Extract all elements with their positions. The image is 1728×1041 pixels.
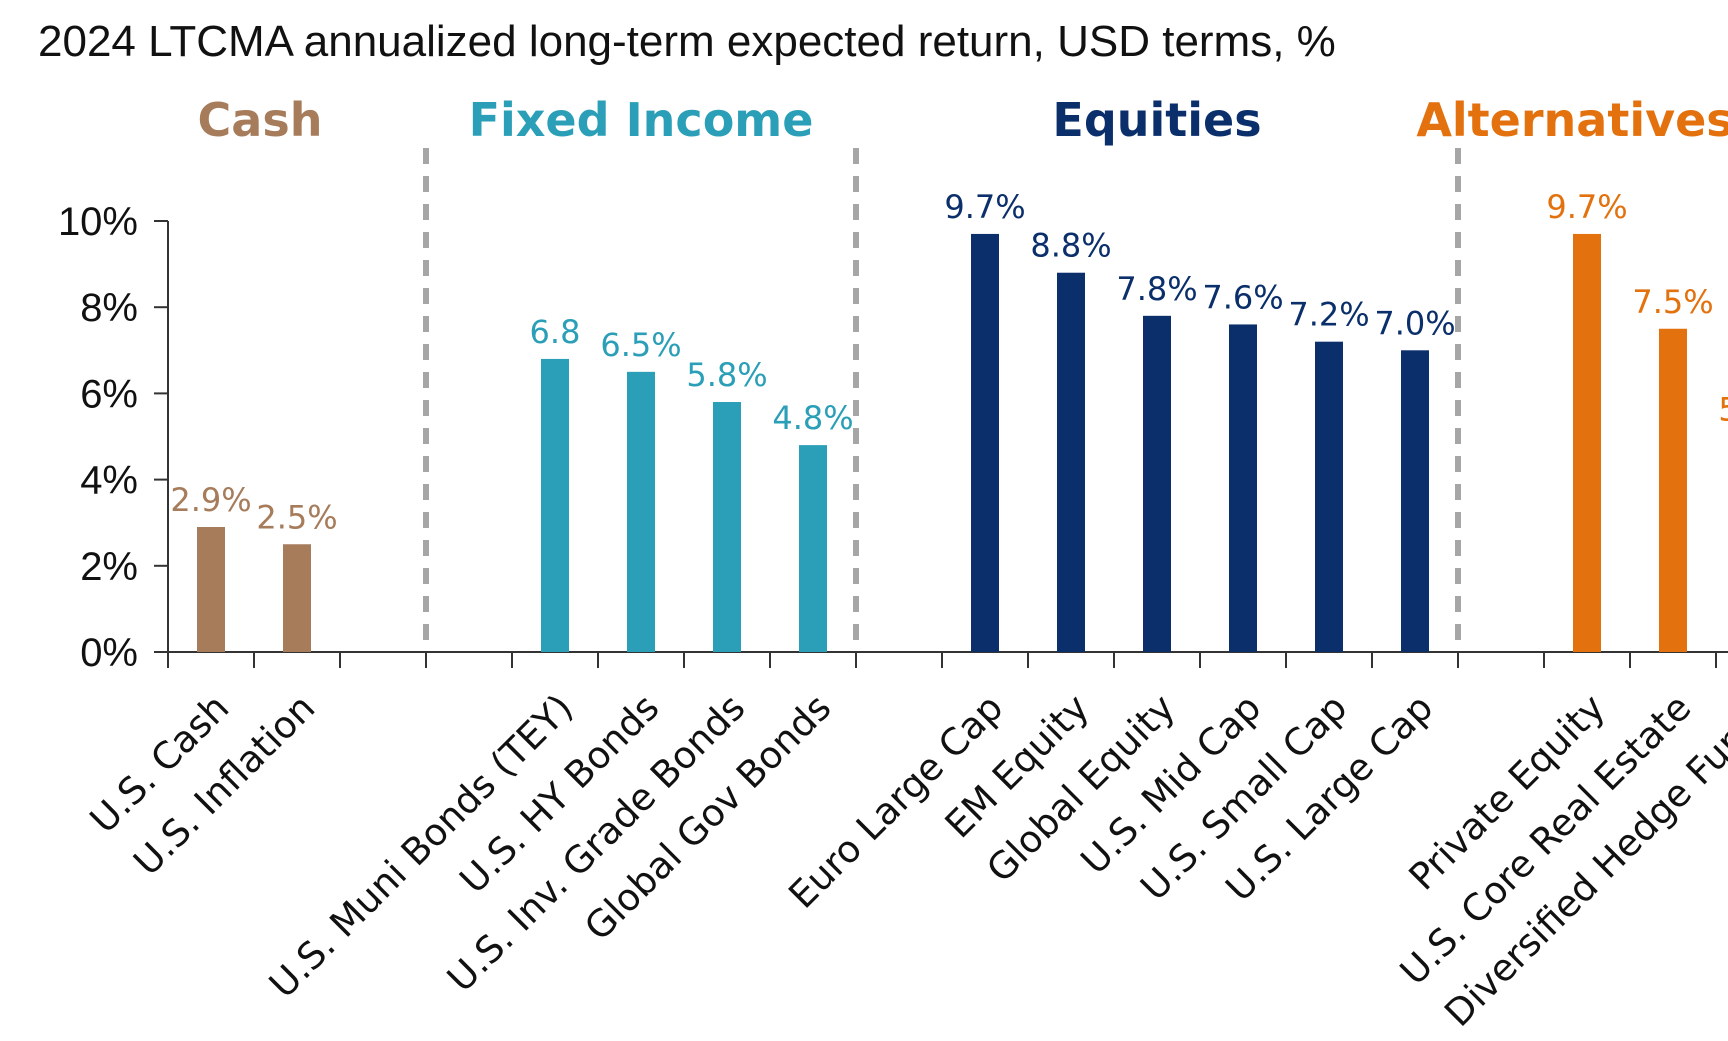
bar-u-s-inflation xyxy=(283,544,311,652)
y-tick-label: 10% xyxy=(58,200,138,244)
axis-layer xyxy=(154,220,1728,668)
data-label: 4.8% xyxy=(772,399,853,437)
data-label: 9.7% xyxy=(1546,188,1627,226)
bar-euro-large-cap xyxy=(971,233,999,652)
y-tick-label: 4% xyxy=(80,459,138,503)
bar-global-gov-bonds xyxy=(799,445,827,652)
group-header-cash: Cash xyxy=(198,93,323,147)
data-label: 6.5% xyxy=(600,326,681,364)
bar-private-equity xyxy=(1573,233,1601,652)
data-label: 8.8% xyxy=(1030,227,1111,265)
bar-u-s-large-cap xyxy=(1401,350,1429,652)
bar-u-s-mid-cap xyxy=(1229,324,1257,652)
bars-layer xyxy=(197,233,1687,652)
data-label: 5.0% xyxy=(1718,391,1728,429)
data-label: 2.9% xyxy=(170,481,251,519)
data-label: 7.0% xyxy=(1374,304,1455,342)
bar-u-s-muni-bonds-tey- xyxy=(541,358,569,652)
data-label: 9.7% xyxy=(944,188,1025,226)
group-header-fixed-income: Fixed Income xyxy=(469,93,814,147)
group-header-alternatives: Alternatives xyxy=(1416,93,1728,147)
bar-u-s-cash xyxy=(197,527,225,652)
y-tick-label: 6% xyxy=(80,372,138,416)
data-label: 7.8% xyxy=(1116,270,1197,308)
data-label: 6.8 xyxy=(530,313,581,351)
bar-u-s-inv-grade-bonds xyxy=(713,402,741,652)
y-tick-label: 2% xyxy=(80,545,138,589)
bar-u-s-small-cap xyxy=(1315,341,1343,652)
bar-global-equity xyxy=(1143,315,1171,652)
y-tick-label: 0% xyxy=(80,631,138,675)
y-tick-label: 8% xyxy=(80,286,138,330)
bar-em-equity xyxy=(1057,272,1085,652)
chart-title: 2024 LTCMA annualized long-term expected… xyxy=(38,17,1336,66)
data-label: 2.5% xyxy=(256,498,337,536)
group-separators xyxy=(423,148,1461,652)
group-header-equities: Equities xyxy=(1052,93,1261,147)
data-label: 7.5% xyxy=(1632,283,1713,321)
data-label: 7.2% xyxy=(1288,296,1369,334)
data-label: 7.6% xyxy=(1202,278,1283,316)
bar-u-s-core-real-estate xyxy=(1659,328,1687,652)
bar-u-s-hy-bonds xyxy=(627,371,655,652)
data-label: 5.8% xyxy=(686,356,767,394)
